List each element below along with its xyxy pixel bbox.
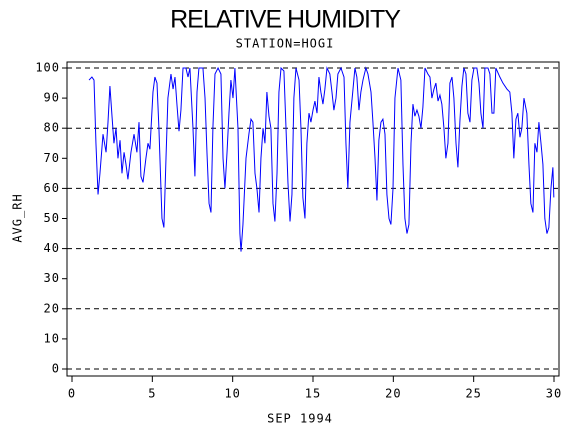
x-tick-label: 30 — [546, 387, 562, 401]
x-tick-label: 20 — [385, 387, 401, 401]
x-tick-label: 10 — [224, 387, 240, 401]
x-tick-label: 15 — [305, 387, 321, 401]
y-tick-label: 50 — [44, 211, 60, 225]
y-tick-label: 40 — [44, 241, 60, 255]
chart-subtitle: STATION=HOGI — [236, 37, 335, 51]
y-tick-label: 0 — [52, 362, 60, 376]
data-line — [88, 66, 555, 252]
x-tick-label: 0 — [68, 387, 76, 401]
y-tick-label: 100 — [35, 61, 60, 75]
y-tick-label: 90 — [44, 91, 60, 105]
y-tick-label: 30 — [44, 271, 60, 285]
x-axis-label: SEP 1994 — [267, 412, 333, 426]
y-tick-label: 70 — [44, 151, 60, 165]
y-axis-label: AVG_RH — [11, 193, 25, 242]
chart-title: RELATIVE HUMIDITY — [170, 6, 401, 34]
y-tick-label: 20 — [44, 301, 60, 315]
y-tick-label: 10 — [44, 331, 60, 345]
y-tick-label: 80 — [44, 121, 60, 135]
x-tick-label: 5 — [148, 387, 156, 401]
y-tick-label: 60 — [44, 181, 60, 195]
x-tick-label: 25 — [465, 387, 481, 401]
